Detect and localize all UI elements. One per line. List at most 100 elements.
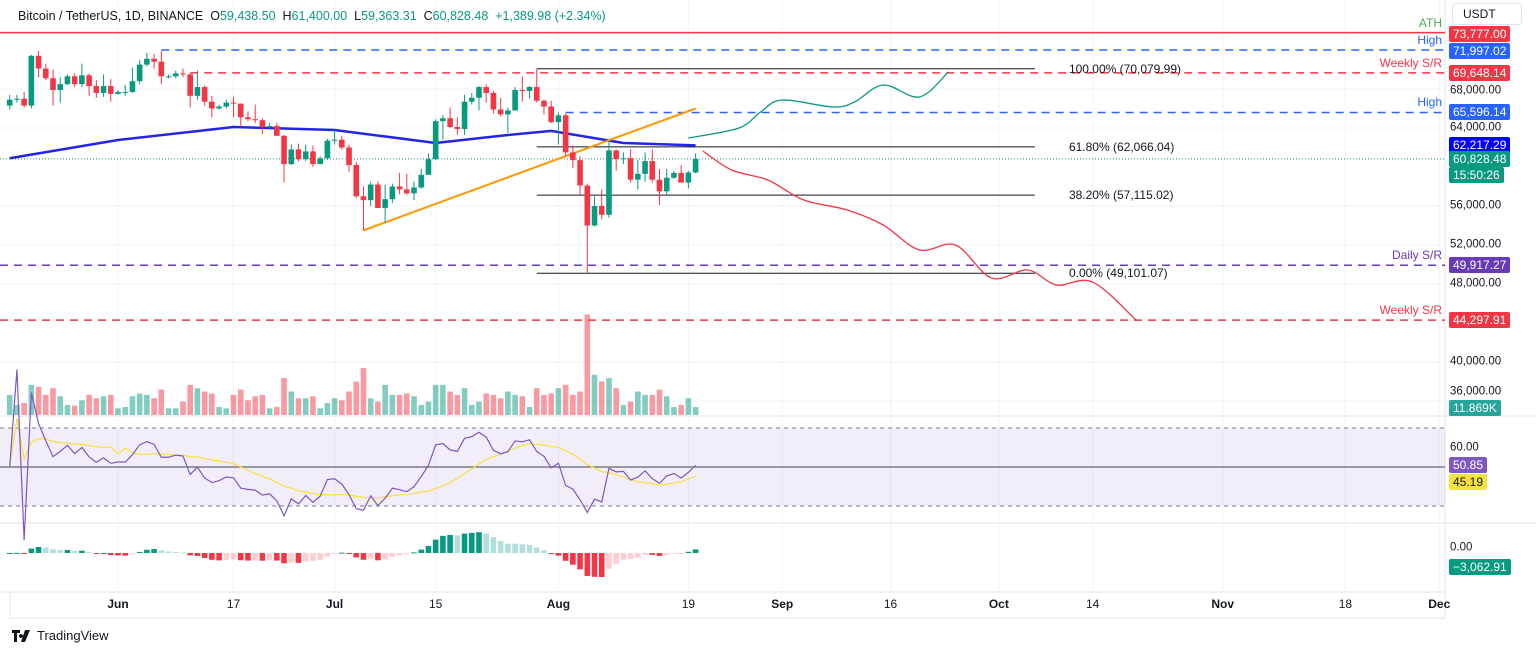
candle: [505, 107, 511, 133]
symbol-title[interactable]: Bitcoin / TetherUS, 1D, BINANCE: [18, 9, 204, 23]
weekly-sr-price-tag: 44,297.91: [1449, 312, 1511, 329]
candle: [201, 85, 208, 106]
candle-body: [136, 64, 143, 82]
candle: [476, 86, 482, 111]
volume-bar: [115, 408, 121, 415]
volume-bar: [230, 394, 237, 415]
currency-button[interactable]: USDT: [1452, 3, 1522, 25]
symbol-header: Bitcoin / TetherUS, 1D, BINANCE O59,438.…: [18, 9, 606, 23]
time-axis: [9, 591, 1446, 619]
candle-body: [237, 103, 244, 118]
candle: [512, 87, 518, 111]
candle-body: [79, 75, 85, 85]
candle-body: [165, 76, 172, 78]
volume-bar: [411, 396, 417, 415]
volume-bar: [555, 388, 562, 415]
candle: [209, 95, 215, 118]
candle-body: [302, 151, 309, 160]
candle-body: [642, 161, 648, 174]
candle-body: [100, 86, 107, 93]
time-tick-label: 17: [226, 597, 241, 611]
candle: [331, 129, 338, 145]
time-tick-label: Sep: [771, 597, 794, 611]
candle-body: [93, 86, 100, 93]
macd-histogram-bar: [281, 553, 287, 564]
candle: [649, 149, 656, 183]
macd-histogram-bar: [43, 547, 49, 553]
volume-bar: [360, 368, 367, 415]
macd-histogram-bar: [180, 552, 186, 554]
candle-body: [598, 206, 605, 215]
volume-bar: [447, 391, 453, 415]
volume-bar: [237, 389, 244, 415]
macd-histogram-bar: [577, 553, 583, 570]
macd-histogram-bar: [28, 548, 35, 553]
candle: [100, 74, 107, 97]
candle: [389, 183, 396, 204]
volume-bar: [274, 406, 280, 415]
candle: [642, 152, 648, 182]
tradingview-logo[interactable]: TradingView: [12, 628, 109, 643]
volume-bar: [584, 314, 591, 415]
bar-countdown-tag: 15:50:26: [1449, 166, 1504, 183]
volume-bar: [519, 396, 526, 415]
candle-body: [144, 58, 150, 65]
candle: [122, 85, 129, 96]
price-pane: [0, 31, 1445, 415]
candle: [288, 144, 295, 166]
candle-body: [14, 98, 20, 100]
macd-histogram-bar: [685, 551, 692, 553]
level-label-high1: High: [1417, 33, 1442, 48]
macd-histogram-bar: [461, 533, 468, 553]
macd-histogram-bar: [497, 540, 504, 553]
time-tick-label: Jun: [107, 597, 129, 611]
close-value: 60,828.48: [432, 9, 489, 23]
bullish-projection-path: [688, 71, 949, 139]
macd-histogram-bar: [635, 553, 641, 558]
time-tick-label: 19: [681, 597, 696, 611]
candle-body: [505, 110, 511, 115]
macd-histogram-bar: [353, 553, 360, 558]
volume-bar: [642, 394, 648, 415]
candle-body: [490, 92, 497, 110]
volume-bar: [216, 406, 222, 415]
candle-body: [281, 135, 287, 165]
candle-body: [21, 98, 27, 106]
candle: [671, 170, 677, 179]
macd-histogram-bar: [663, 553, 670, 555]
macd-histogram-bar: [288, 553, 295, 563]
candle: [627, 149, 634, 183]
candle-body: [541, 100, 547, 107]
volume-bar: [404, 393, 410, 415]
candle: [454, 117, 461, 135]
volume-bar: [79, 400, 85, 415]
macd-histogram-bar: [230, 553, 237, 560]
candle-body: [71, 76, 78, 85]
macd-histogram-bar: [14, 552, 20, 554]
volume-bar: [476, 401, 482, 415]
candle-body: [331, 139, 338, 141]
candle-body: [404, 189, 410, 194]
tradingview-logo-icon: [12, 629, 30, 642]
candle: [172, 70, 179, 79]
macd-histogram-bar: [591, 553, 598, 577]
candle-body: [685, 172, 692, 183]
macd-histogram-bar: [678, 553, 684, 554]
macd-histogram-bar: [6, 553, 13, 554]
candle-body: [440, 118, 446, 122]
candle: [526, 86, 533, 99]
macd-histogram-bar: [447, 535, 453, 553]
volume-bar: [375, 401, 381, 415]
volume-bar: [14, 404, 20, 415]
volume-bar: [591, 374, 598, 415]
moving-average-price-tag: 62,217.29: [1449, 137, 1511, 154]
volume-bar: [497, 398, 504, 415]
macd-histogram-bar: [360, 553, 367, 560]
candle: [14, 94, 20, 103]
volume-bar: [418, 404, 425, 415]
candle: [79, 63, 85, 88]
bearish-projection-path: [702, 150, 1137, 321]
candle: [533, 68, 540, 103]
level-label-ath: ATH: [1418, 15, 1442, 30]
